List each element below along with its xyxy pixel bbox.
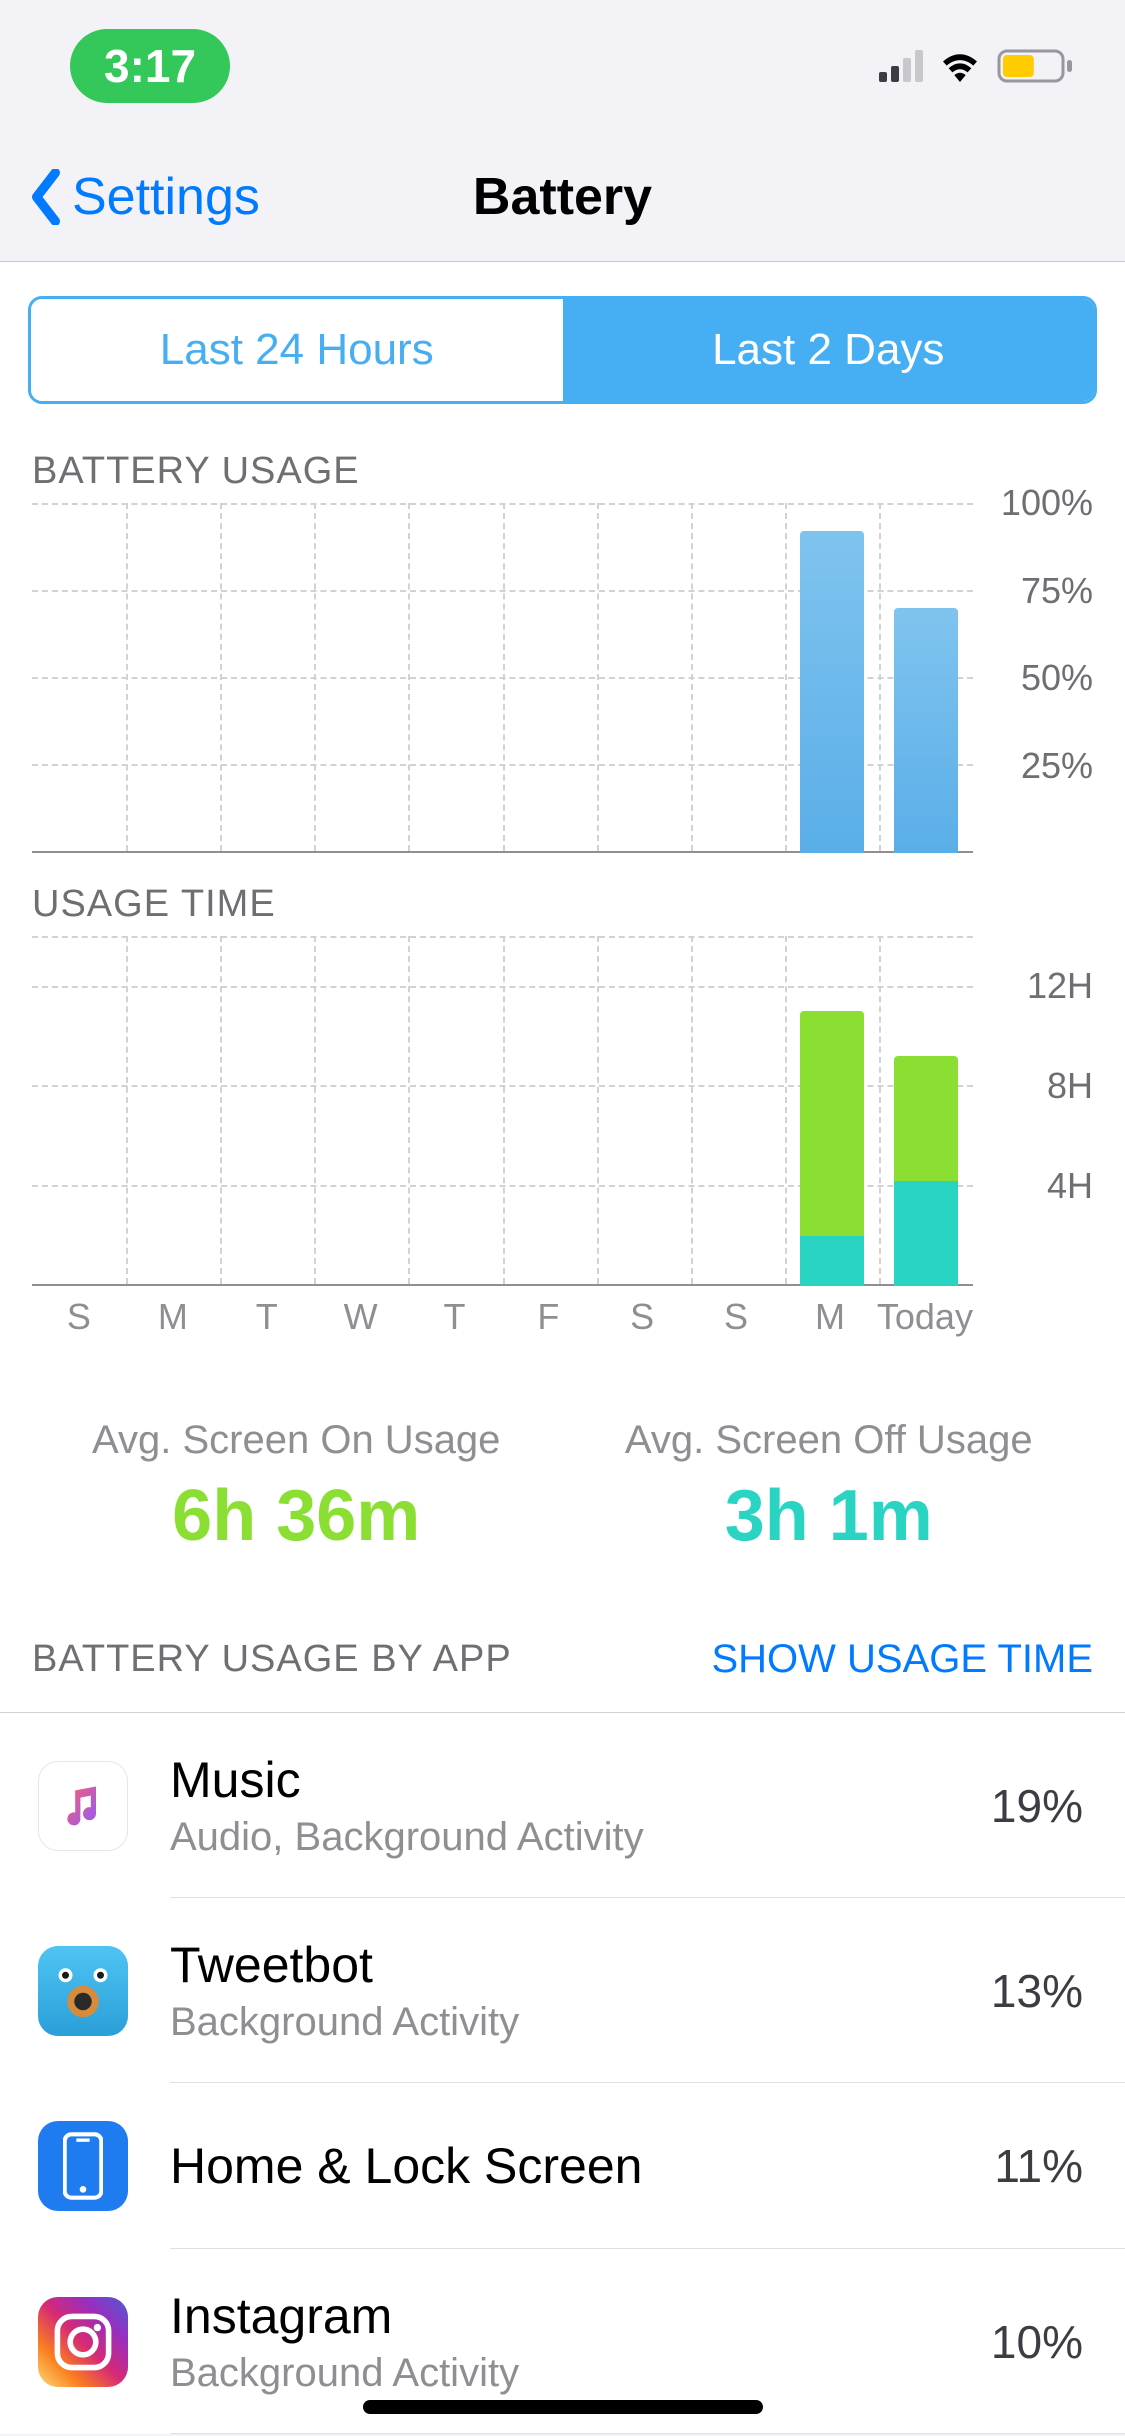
- x-axis-label: M: [783, 1296, 877, 1338]
- avg-on-value: 6h 36m: [30, 1475, 563, 1557]
- ytick: 12H: [983, 965, 1093, 1007]
- app-percentage: 10%: [991, 2315, 1093, 2369]
- app-percentage: 13%: [991, 1964, 1093, 2018]
- ytick: 100%: [983, 482, 1093, 524]
- avg-screen-off: Avg. Screen Off Usage 3h 1m: [563, 1418, 1096, 1557]
- status-time-pill[interactable]: 3:17: [70, 29, 230, 103]
- x-axis-label: Today: [877, 1296, 973, 1338]
- battery-bar[interactable]: [800, 531, 864, 853]
- cell-signal-icon: [879, 50, 923, 82]
- ytick: 4H: [983, 1165, 1093, 1207]
- back-button[interactable]: Settings: [28, 167, 260, 227]
- x-axis-label: S: [32, 1296, 126, 1338]
- x-axis-label: S: [595, 1296, 689, 1338]
- wifi-icon: [937, 49, 983, 83]
- app-icon: [38, 1946, 128, 2036]
- x-axis-label: F: [501, 1296, 595, 1338]
- avg-on-label: Avg. Screen On Usage: [30, 1418, 563, 1463]
- x-axis-label: W: [314, 1296, 408, 1338]
- x-axis-label: M: [126, 1296, 220, 1338]
- usage-time-label: USAGE TIME: [0, 853, 1125, 936]
- usage-time-chart[interactable]: 12H 8H 4H: [32, 936, 1093, 1286]
- app-row[interactable]: Tweetbot Background Activity13%: [0, 1898, 1125, 2083]
- ytick: 25%: [983, 745, 1093, 787]
- avg-off-value: 3h 1m: [563, 1475, 1096, 1557]
- chevron-left-icon: [28, 169, 64, 225]
- app-list-header: BATTERY USAGE BY APP SHOW USAGE TIME: [0, 1617, 1125, 1713]
- avg-off-label: Avg. Screen Off Usage: [563, 1418, 1096, 1463]
- show-usage-time-button[interactable]: SHOW USAGE TIME: [711, 1637, 1093, 1682]
- app-name: Music: [170, 1751, 991, 1809]
- ytick: 8H: [983, 1065, 1093, 1107]
- app-name: Home & Lock Screen: [170, 2137, 994, 2195]
- app-list: Music Audio, Background Activity19% Tweetb…: [0, 1713, 1125, 2434]
- usage-bar[interactable]: [800, 1011, 864, 1286]
- home-indicator[interactable]: [363, 2400, 763, 2414]
- app-icon: [38, 2297, 128, 2387]
- back-label: Settings: [72, 167, 260, 227]
- chart-x-axis: SMTWTFSSMToday: [32, 1286, 1093, 1338]
- app-row[interactable]: Music Audio, Background Activity19%: [0, 1713, 1125, 1898]
- nav-header: Settings Battery: [0, 132, 1125, 262]
- battery-icon: [997, 47, 1075, 85]
- battery-bar[interactable]: [894, 608, 958, 853]
- segment-last-2-days[interactable]: Last 2 Days: [563, 299, 1095, 401]
- app-name: Instagram: [170, 2287, 991, 2345]
- avg-screen-on: Avg. Screen On Usage 6h 36m: [30, 1418, 563, 1557]
- x-axis-label: S: [689, 1296, 783, 1338]
- time-range-segmented: Last 24 Hours Last 2 Days: [28, 296, 1097, 404]
- x-axis-label: T: [220, 1296, 314, 1338]
- averages-row: Avg. Screen On Usage 6h 36m Avg. Screen …: [0, 1338, 1125, 1617]
- ytick: 50%: [983, 657, 1093, 699]
- app-percentage: 11%: [994, 2139, 1093, 2193]
- usage-bar[interactable]: [894, 1056, 958, 1286]
- app-subtitle: Background Activity: [170, 2000, 991, 2045]
- status-bar: 3:17: [0, 0, 1125, 132]
- app-list-label: BATTERY USAGE BY APP: [32, 1638, 512, 1681]
- app-icon: [38, 2121, 128, 2211]
- ytick: 75%: [983, 570, 1093, 612]
- status-right: [879, 47, 1075, 85]
- app-row[interactable]: Home & Lock Screen11%: [0, 2083, 1125, 2249]
- app-icon: [38, 1761, 128, 1851]
- app-subtitle: Background Activity: [170, 2351, 991, 2396]
- battery-usage-chart[interactable]: 100%75%50%25%: [32, 503, 1093, 853]
- app-percentage: 19%: [991, 1779, 1093, 1833]
- app-name: Tweetbot: [170, 1936, 991, 1994]
- app-subtitle: Audio, Background Activity: [170, 1815, 991, 1860]
- battery-usage-label: BATTERY USAGE: [0, 404, 1125, 503]
- x-axis-label: T: [408, 1296, 502, 1338]
- segment-last-24h[interactable]: Last 24 Hours: [31, 299, 563, 401]
